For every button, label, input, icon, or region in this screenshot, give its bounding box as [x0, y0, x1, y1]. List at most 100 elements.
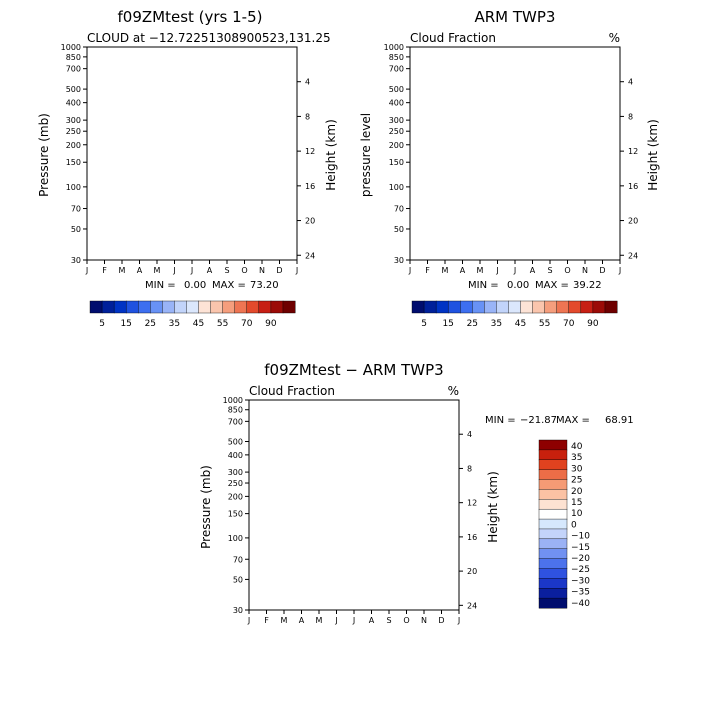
y-tick-label: 50 [71, 225, 81, 234]
x-tick-label: J [408, 266, 411, 275]
panel-model-ylabel-right: Height (km) [324, 119, 338, 190]
colorbar-label: 70 [563, 319, 575, 329]
panel-model-subtitle: CLOUD at −12.72251308900523,131.25 [87, 31, 331, 45]
y2-tick-label: 12 [628, 147, 638, 156]
y-tick-label: 700 [228, 417, 243, 426]
colorbar-swatch [538, 588, 568, 599]
y2-tick-label: 20 [305, 217, 315, 226]
panel-diff: f09ZMtest − ARM TWP3 Cloud Fraction % J F… [199, 361, 634, 625]
colorbar-label: 15 [120, 319, 131, 329]
panel-obs-max-value: 39.22 [573, 280, 602, 291]
colorbar-swatch [538, 459, 568, 471]
y-tick-label: 300 [228, 468, 243, 477]
panel-obs-min-value: 0.00 [507, 280, 529, 291]
y-tick-label: 700 [389, 65, 404, 74]
panel-model-title: f09ZMtest (yrs 1-5) [118, 8, 263, 26]
y2-tick-label: 20 [467, 567, 477, 576]
panel-diff-ylabel: Pressure (mb) [199, 465, 213, 549]
colorbar-swatch [532, 300, 546, 314]
y2-tick-label: 16 [628, 182, 638, 191]
panel-model-max-label: MAX = [212, 280, 246, 291]
panel-obs: ARM TWP3 Cloud Fraction % J F M A M J J A S O N D J 1… [359, 8, 660, 329]
colorbar-swatch [150, 300, 163, 314]
colorbar-swatch [508, 300, 522, 314]
y-tick-label: 100 [228, 534, 243, 543]
colorbar-label: 5 [421, 319, 427, 329]
colorbar-label: 35 [491, 319, 502, 329]
panel-obs-ylabel-right: Height (km) [646, 119, 660, 190]
y2-tick-label: 4 [628, 78, 633, 87]
colorbar-swatch [246, 300, 260, 314]
colorbar-swatch [538, 439, 568, 451]
y-tick-label: 250 [389, 127, 404, 136]
y-tick-label: 70 [233, 555, 243, 564]
panel-diff-max-value: 68.91 [605, 415, 634, 426]
x-tick-label: J [334, 616, 337, 625]
colorbar-label: 25 [145, 319, 156, 329]
panel-obs-min-label: MIN = [468, 280, 499, 291]
x-tick-label: F [264, 616, 269, 625]
x-tick-label: S [224, 266, 229, 275]
x-tick-label: J [295, 266, 298, 275]
colorbar-swatch [520, 300, 534, 314]
colorbar-swatch [538, 508, 568, 520]
x-tick-label: M [316, 616, 323, 625]
y-tick-label: 30 [394, 256, 404, 265]
colorbar-label: 10 [571, 509, 583, 519]
colorbar-swatch [113, 300, 127, 314]
colorbar-label: 20 [571, 487, 583, 497]
colorbar-label: 45 [515, 319, 526, 329]
x-tick-label: J [85, 266, 88, 275]
colorbar-swatch [568, 300, 582, 314]
colorbar-swatch [538, 479, 568, 490]
panel-obs-axes: J F M A M J J A S O N D J100085070050040030025020015… [384, 43, 639, 275]
colorbar-label: 35 [169, 319, 180, 329]
colorbar-swatch [186, 300, 200, 314]
panel-diff-axes: J F M A M J J A S O N D J100085070050040030025020015… [223, 396, 478, 625]
y-tick-label: 300 [66, 116, 81, 125]
panel-model-min-value: 0.00 [184, 280, 206, 291]
x-tick-label: J [457, 616, 460, 625]
x-tick-label: J [352, 616, 355, 625]
colorbar-swatch [580, 300, 594, 314]
colorbar-label: 0 [571, 520, 577, 530]
x-tick-label: J [190, 266, 193, 275]
x-tick-label: J [172, 266, 175, 275]
colorbar-swatch [258, 300, 272, 314]
y-tick-label: 30 [71, 256, 81, 265]
colorbar-label: 15 [571, 498, 582, 508]
y-tick-label: 250 [66, 127, 81, 136]
colorbar-swatch [496, 300, 509, 314]
x-tick-label: M [281, 616, 288, 625]
colorbar-swatch [538, 548, 568, 560]
y-tick-label: 100 [66, 183, 81, 192]
y-tick-label: 200 [228, 492, 243, 501]
colorbar-label: 70 [241, 319, 253, 329]
y-tick-label: 250 [228, 479, 243, 488]
x-tick-label: J [247, 616, 250, 625]
panel-diff-subtitle: Cloud Fraction [249, 384, 335, 398]
colorbar-swatch [538, 597, 568, 609]
panel-model-min-label: MIN = [145, 280, 176, 291]
colorbar-swatch [538, 528, 568, 540]
x-tick-label: O [403, 616, 409, 625]
panel-model-axes: J F M A M J J A S O N D J100085070050040030025020015… [61, 43, 316, 275]
y2-tick-label: 8 [628, 112, 633, 121]
colorbar-swatch [538, 568, 568, 579]
panel-obs-subtitle: Cloud Fraction [410, 31, 496, 45]
x-tick-label: M [442, 266, 449, 275]
x-tick-label: A [460, 266, 466, 275]
panel-diff-frame [248, 399, 460, 611]
x-tick-label: F [425, 266, 430, 275]
panel-model: f09ZMtest (yrs 1-5) CLOUD at −12.7225130… [37, 8, 338, 329]
x-tick-label: F [102, 266, 107, 275]
y-tick-label: 500 [228, 438, 243, 447]
y-tick-label: 700 [66, 65, 81, 74]
panel-obs-ylabel: pressure level [359, 113, 373, 197]
y-tick-label: 30 [233, 606, 243, 615]
colorbar-swatch [538, 469, 568, 481]
colorbar-swatch [544, 300, 558, 314]
y-tick-label: 50 [394, 225, 404, 234]
y-tick-label: 850 [389, 53, 404, 62]
x-tick-label: A [299, 616, 305, 625]
